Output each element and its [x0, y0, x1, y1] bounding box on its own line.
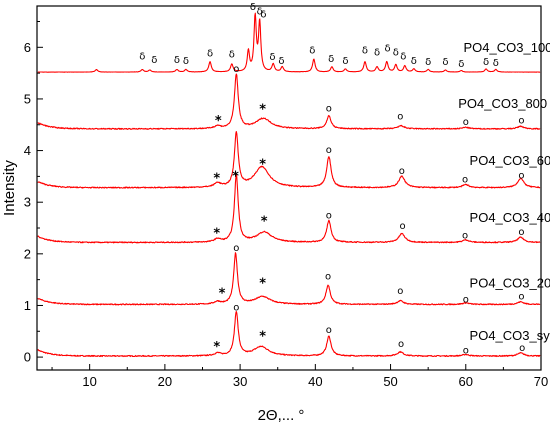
- y-tick-label: 3: [24, 195, 31, 210]
- circle-marker: o: [325, 272, 331, 283]
- series-label: PO4_CO3_400: [470, 210, 550, 225]
- delta-marker: δ: [411, 56, 417, 67]
- delta-marker: δ: [183, 56, 189, 67]
- delta-marker: δ: [278, 56, 284, 67]
- circle-marker: o: [518, 170, 524, 181]
- star-marker: *: [213, 340, 220, 355]
- delta-marker: δ: [342, 56, 348, 67]
- y-tick-label: 2: [24, 246, 31, 261]
- x-tick-label: 10: [82, 374, 96, 389]
- circle-marker: o: [399, 166, 405, 177]
- delta-marker: δ: [393, 48, 399, 59]
- delta-marker: δ: [400, 52, 406, 63]
- plot-frame: [36, 5, 542, 371]
- series-label: PO4_CO3_800: [458, 96, 547, 111]
- circle-marker: o: [326, 103, 332, 114]
- y-tick-label: 6: [24, 40, 31, 55]
- x-tick-label: 40: [308, 374, 322, 389]
- delta-marker: δ: [250, 2, 256, 13]
- delta-marker: δ: [493, 58, 499, 69]
- delta-marker: δ: [151, 55, 157, 66]
- star-marker: *: [259, 158, 266, 173]
- series-layer: [37, 12, 541, 358]
- circle-marker: o: [463, 294, 469, 305]
- series-line: [37, 310, 541, 358]
- circle-marker: o: [518, 291, 524, 302]
- circle-marker: o: [463, 117, 469, 128]
- star-marker: *: [261, 214, 268, 229]
- peak-marker-layer: *o* ooo o*o* ooo o** ooo o* **ooo o*o* oo o oδ δ δ δδ δ…: [139, 2, 525, 356]
- series-label: PO4_CO3_synt: [470, 328, 550, 343]
- circle-marker: o: [398, 339, 404, 350]
- y-tick-label: 4: [24, 143, 31, 158]
- delta-marker: δ: [374, 48, 380, 59]
- x-tick-label: 30: [233, 374, 247, 389]
- axis-layer: 10 20 30 40 50 60 70 0 1 2 3 4 5 6: [24, 20, 548, 389]
- star-marker: *: [259, 330, 266, 345]
- circle-marker: o: [463, 345, 469, 356]
- delta-marker: δ: [328, 54, 334, 65]
- y-tick-label: 5: [24, 91, 31, 106]
- circle-marker: o: [397, 286, 403, 297]
- star-marker: *: [213, 172, 220, 187]
- circle-marker: o: [233, 243, 239, 254]
- y-tick-label: 0: [24, 350, 31, 365]
- series-label-layer: PO4_CO3_synt PO4_CO3_200 PO4_CO3_400 PO4_CO…: [458, 40, 550, 343]
- circle-marker: o: [233, 303, 239, 314]
- circle-marker: o: [462, 230, 468, 241]
- delta-marker: δ: [362, 46, 368, 57]
- circle-marker: o: [518, 116, 524, 127]
- series-label: PO4_CO3_200: [470, 275, 550, 290]
- x-axis-title: 2Θ,... °: [258, 407, 305, 424]
- star-marker: *: [219, 287, 226, 302]
- circle-marker: o: [326, 325, 332, 336]
- delta-marker: δ: [207, 49, 213, 60]
- x-tick-label: 60: [459, 374, 473, 389]
- delta-marker: δ: [458, 59, 464, 70]
- delta-marker: δ: [384, 43, 390, 54]
- delta-marker: δ: [425, 57, 431, 68]
- delta-marker: δ: [174, 55, 180, 66]
- delta-marker: δ: [309, 46, 315, 57]
- series-line: [37, 130, 541, 189]
- circle-marker: o: [326, 145, 332, 156]
- star-marker: *: [259, 102, 266, 117]
- y-axis-title: Intensity: [1, 160, 18, 216]
- delta-marker: δ: [260, 9, 266, 20]
- delta-marker: δ: [229, 50, 235, 61]
- series-line: [37, 252, 541, 306]
- series-line: [37, 12, 541, 73]
- circle-marker: o: [400, 221, 406, 232]
- delta-marker: δ: [257, 6, 263, 17]
- star-marker: *: [213, 226, 220, 241]
- circle-marker: o: [326, 211, 332, 222]
- series-line: [37, 173, 541, 244]
- circle-marker: o: [518, 227, 524, 238]
- y-tick-label: 1: [24, 298, 31, 313]
- series-label: PO4_CO3_600: [470, 153, 550, 168]
- delta-marker: δ: [269, 52, 275, 63]
- x-tick-label: 50: [383, 374, 397, 389]
- series-label: PO4_CO3_1000: [464, 40, 550, 55]
- series-line: [37, 73, 541, 130]
- x-tick-label: 20: [158, 374, 172, 389]
- circle-marker: o: [233, 64, 239, 75]
- delta-marker: δ: [139, 52, 145, 63]
- star-marker: *: [259, 276, 266, 291]
- star-marker: *: [215, 114, 222, 129]
- x-tick-label: 70: [534, 374, 548, 389]
- circle-marker: o: [397, 112, 403, 123]
- circle-marker: o: [462, 175, 468, 186]
- delta-marker: δ: [483, 57, 489, 68]
- circle-marker: o: [519, 343, 525, 354]
- delta-marker: δ: [442, 57, 448, 68]
- star-marker: *: [232, 170, 239, 185]
